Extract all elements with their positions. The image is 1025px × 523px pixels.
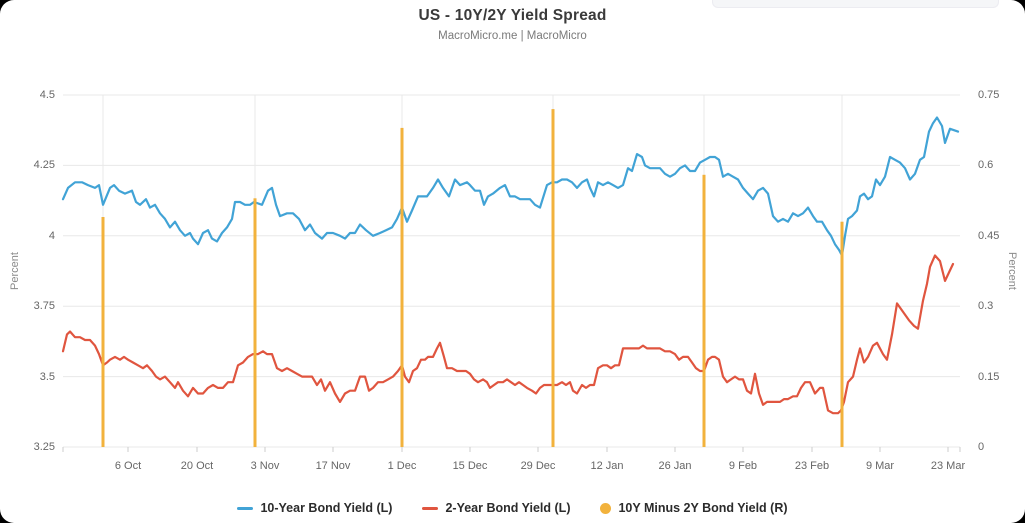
right-axis-tick-label: 0.3: [978, 300, 994, 313]
left-axis-title: Percent: [9, 252, 21, 290]
left-axis-tick-label: 4.5: [39, 89, 55, 101]
legend-item-label: 2-Year Bond Yield (L): [445, 501, 571, 515]
left-axis-tick-label: 4: [48, 229, 55, 242]
red-yield-line[interactable]: [61, 254, 955, 415]
right-axis-tick-label: 0.45: [978, 229, 1000, 242]
blue-yield-line[interactable]: [61, 116, 960, 257]
legend-line-marker-blue: [237, 506, 254, 510]
x-axis-tick-label: 29 Dec: [520, 460, 556, 472]
x-axis-tick-label: 3 Nov: [250, 460, 280, 472]
right-axis-tick-label: 0.6: [978, 159, 994, 172]
spread-bar[interactable]: [101, 217, 105, 447]
left-axis-tick-label: 3.5: [39, 370, 55, 383]
legend-circle-marker-orange: [600, 502, 612, 514]
legend-item[interactable]: 10-Year Bond Yield (L): [237, 501, 392, 515]
legend-item-label: 10Y Minus 2Y Bond Yield (R): [618, 501, 788, 515]
x-axis-tick-label: 12 Jan: [590, 460, 624, 472]
legend-item-label: 10-Year Bond Yield (L): [260, 501, 393, 515]
x-axis-tick-label: 23 Mar: [930, 460, 966, 472]
left-axis-tick-label: 3.25: [33, 441, 55, 453]
right-axis-title: Percent: [1006, 252, 1018, 290]
x-axis-tick-label: 6 Oct: [114, 460, 142, 472]
spread-bar[interactable]: [400, 127, 404, 448]
chart-title: US - 10Y/2Y Yield Spread: [418, 7, 607, 24]
legend-item[interactable]: 10Y Minus 2Y Bond Yield (R): [600, 501, 788, 515]
spread-bar[interactable]: [840, 221, 844, 447]
right-axis-tick-label: 0: [978, 441, 985, 453]
right-axis-tick-label: 0.75: [978, 89, 1000, 101]
x-axis-tick-label: 1 Dec: [387, 460, 417, 472]
toolbar-fragment: [712, 0, 999, 8]
spread-bar[interactable]: [702, 174, 706, 448]
legend-line-marker-red: [422, 506, 439, 510]
x-axis-tick-label: 20 Oct: [180, 460, 214, 472]
chart-legend: 10-Year Bond Yield (L) 2-Year Bond Yield …: [0, 501, 1025, 515]
x-axis-tick-label: 9 Feb: [728, 460, 758, 472]
x-axis-tick-label: 15 Dec: [452, 460, 488, 472]
x-axis-tick-label: 23 Feb: [794, 460, 830, 472]
x-axis-tick-label: 26 Jan: [658, 460, 692, 472]
x-axis-tick-label: 9 Mar: [865, 460, 895, 472]
x-axis-tick-label: 17 Nov: [315, 460, 351, 472]
left-axis-tick-label: 3.75: [33, 300, 55, 313]
left-axis-tick-label: 4.25: [33, 159, 55, 172]
spread-bar[interactable]: [551, 109, 555, 447]
right-axis-tick-label: 0.15: [978, 370, 1000, 383]
legend-item[interactable]: 2-Year Bond Yield (L): [422, 501, 570, 515]
chart-subtitle: MacroMicro.me | MacroMicro: [438, 30, 587, 42]
spread-bar[interactable]: [253, 198, 257, 447]
